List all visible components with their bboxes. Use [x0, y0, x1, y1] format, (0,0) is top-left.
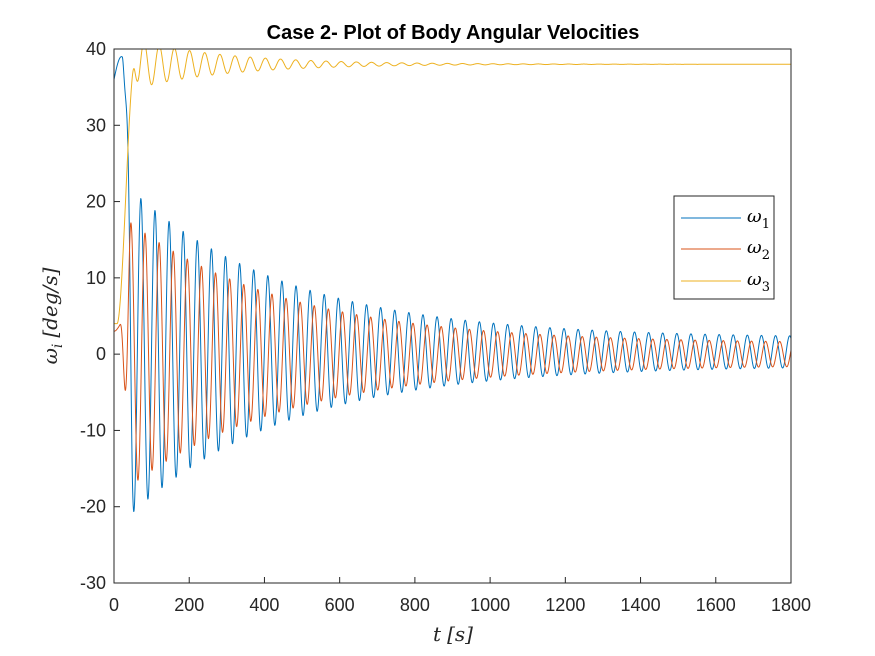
x-axis-label: t [s]: [433, 622, 473, 646]
y-tick-label: 10: [86, 268, 106, 288]
x-tick-label: 0: [109, 595, 119, 615]
series-line-w2: [114, 222, 791, 481]
y-axis-label: ωi [deg/s]: [38, 267, 66, 364]
legend-label-w2: ω2: [747, 237, 770, 263]
legend-label-w1: ω1: [747, 206, 770, 232]
plot-area-box: [113, 48, 792, 584]
y-axis-ticks: -30 -20 -10 0 10 20 30 40: [80, 39, 120, 593]
y-tick-label: 40: [86, 39, 106, 59]
y-tick-label: -10: [80, 420, 106, 440]
x-axis-label-var: t: [433, 622, 442, 646]
x-tick-label: 1800: [771, 595, 811, 615]
y-tick-label: 0: [96, 344, 106, 364]
chart-title: Case 2- Plot of Body Angular Velocities: [267, 22, 640, 44]
x-axis-ticks: 0 200 400 600 800 1000 1200 1400 1600 1800: [109, 577, 811, 615]
x-axis-label-unit: [s]: [447, 622, 473, 646]
legend-entry-w1: ω1: [681, 206, 770, 232]
series-line-w1: [114, 56, 791, 513]
y-axis-label-sub: i: [50, 344, 66, 348]
legend-box: [673, 195, 775, 300]
x-tick-label: 800: [400, 595, 430, 615]
series-line-w3: [114, 49, 791, 325]
x-tick-label: 200: [174, 595, 204, 615]
y-tick-label: -20: [80, 497, 106, 517]
x-tick-label: 1600: [696, 595, 736, 615]
x-tick-label: 1000: [470, 595, 510, 615]
x-tick-label: 1200: [545, 595, 585, 615]
series-layer: [114, 49, 791, 513]
y-tick-label: 20: [86, 192, 106, 212]
y-axis-label-var: ω: [38, 348, 62, 364]
x-tick-label: 1400: [621, 595, 661, 615]
legend-entry-w2: ω2: [681, 237, 770, 263]
legend-label-w3: ω3: [747, 269, 770, 295]
y-axis-label-unit: [deg/s]: [38, 267, 62, 337]
legend-entry-w3: ω3: [681, 269, 770, 295]
x-tick-label: 600: [325, 595, 355, 615]
legend: ω1 ω2 ω3: [673, 195, 775, 300]
y-tick-label: 30: [86, 115, 106, 135]
y-tick-label: -30: [80, 573, 106, 593]
x-tick-label: 400: [249, 595, 279, 615]
